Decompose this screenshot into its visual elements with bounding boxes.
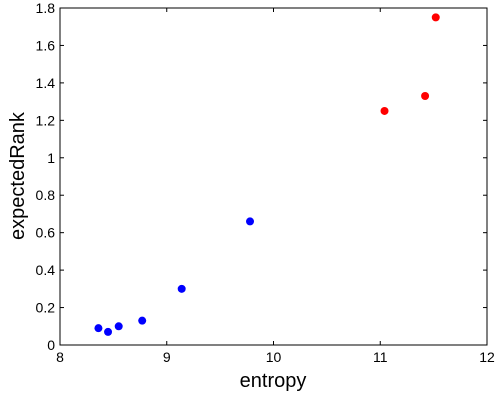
data-point (246, 217, 255, 226)
x-tick-label: 10 (266, 349, 282, 365)
data-point (94, 324, 103, 333)
x-tick-label: 9 (163, 349, 171, 365)
y-tick-label: 1.4 (36, 75, 56, 91)
x-tick-label: 11 (373, 349, 388, 365)
y-tick-label: 0.8 (36, 187, 56, 203)
y-tick-label: 0.2 (36, 300, 56, 316)
y-tick-label: 1.2 (36, 112, 56, 128)
data-point (431, 13, 440, 22)
axis-ticks: 8 9 10 11 12 0 0.2 0.4 0.6 0.8 1 1.2 1.4 1.6 1.8 (36, 0, 495, 365)
x-axis-label: entropy (240, 370, 307, 392)
y-axis-label: expectedRank (7, 111, 29, 240)
plot-area (59, 7, 488, 346)
data-points (94, 13, 440, 336)
x-tick-label: 8 (56, 349, 64, 365)
data-point (177, 284, 186, 293)
data-point (380, 106, 389, 115)
y-tick-label: 1.6 (36, 37, 56, 53)
data-point (114, 322, 123, 331)
y-tick-label: 0.4 (36, 262, 56, 278)
data-point (138, 316, 147, 325)
y-tick-label: 1 (47, 150, 55, 166)
x-tick-label: 12 (479, 349, 495, 365)
data-point (421, 91, 430, 100)
y-tick-label: 1.8 (36, 0, 56, 16)
y-tick-label: 0.6 (36, 225, 56, 241)
data-point (104, 327, 113, 336)
y-tick-label: 0 (47, 337, 55, 353)
